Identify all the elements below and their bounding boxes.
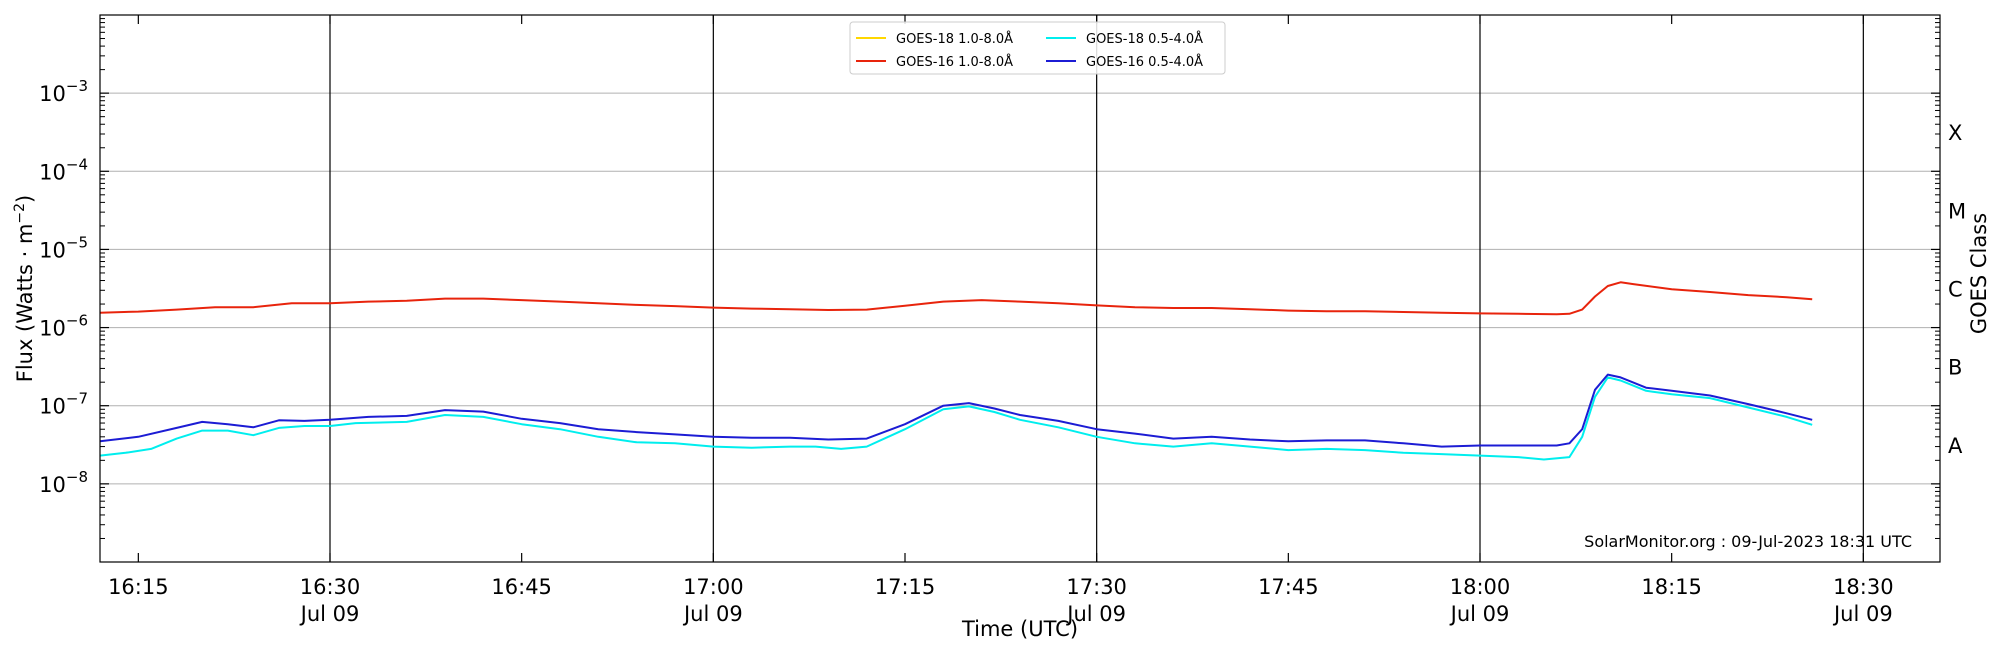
plot-frame bbox=[99, 14, 1941, 563]
legend: GOES-18 1.0-8.0Å GOES-16 1.0-8.0Å GOES-18 … bbox=[849, 21, 1226, 75]
x-tick-date-label: Jul 09 bbox=[1065, 602, 1126, 626]
source-annotation: SolarMonitor.org : 09-Jul-2023 18:31 UTC bbox=[1584, 532, 1912, 551]
series-line-1 bbox=[99, 281, 1813, 316]
x-tick-label: 17:45 bbox=[1258, 575, 1319, 599]
goes-class-label: C bbox=[1948, 278, 1963, 302]
goes-class-label: X bbox=[1948, 121, 1962, 145]
x-tick-label: 17:15 bbox=[875, 575, 936, 599]
legend-label: GOES-18 1.0-8.0Å bbox=[896, 31, 1013, 47]
x-tick-label: 16:15 bbox=[108, 575, 169, 599]
series-line-3 bbox=[99, 373, 1813, 448]
y-tick-label: 10−4 bbox=[39, 155, 88, 184]
y-tick-label: 10−8 bbox=[39, 468, 88, 497]
legend-box bbox=[849, 21, 1226, 75]
x-tick-label: 16:30 bbox=[300, 575, 361, 599]
series-lines bbox=[99, 281, 1813, 461]
goes-class-label: M bbox=[1948, 199, 1966, 223]
legend-label: GOES-16 1.0-8.0Å bbox=[896, 54, 1013, 70]
y-tick-label: 10−3 bbox=[39, 77, 88, 106]
goes-class-label: B bbox=[1948, 356, 1962, 380]
gridlines bbox=[100, 92, 1940, 485]
x-tick-date-label: Jul 09 bbox=[1449, 602, 1510, 626]
y-axis-title: Flux (Watts · m−2) bbox=[12, 195, 37, 383]
x-tick-date-label: Jul 09 bbox=[682, 602, 743, 626]
x-tick-date-label: Jul 09 bbox=[299, 602, 360, 626]
y-tick-label: 10−7 bbox=[39, 390, 88, 419]
x-tick-label: 18:15 bbox=[1641, 575, 1702, 599]
x-tick-label: 18:00 bbox=[1450, 575, 1511, 599]
y-tick-label: 10−5 bbox=[39, 233, 88, 262]
x-tick-label: 16:45 bbox=[491, 575, 552, 599]
x-axis-ticks: 16:15 16:30 Jul 09 16:45 17:00 Jul 09 17:15 17:… bbox=[108, 15, 1894, 626]
legend-label: GOES-16 0.5-4.0Å bbox=[1086, 54, 1203, 70]
y-axis-title-exponent: −2 bbox=[12, 203, 28, 224]
goes-class-label: A bbox=[1948, 434, 1963, 458]
y-tick-label: 10−6 bbox=[39, 312, 88, 341]
y-axis-ticks: 10−8 10−7 10−6 10−5 10−4 10−3 bbox=[39, 18, 1940, 539]
x-axis-title: Time (UTC) bbox=[961, 617, 1078, 641]
x-tick-label: 18:30 bbox=[1833, 575, 1894, 599]
series-line-2 bbox=[99, 376, 1813, 461]
right-axis-title: GOES Class bbox=[1967, 213, 1991, 334]
x-tick-date-label: Jul 09 bbox=[1832, 602, 1893, 626]
goes-class-labels: A B C M X bbox=[1948, 121, 1966, 458]
x-tick-label: 17:30 bbox=[1066, 575, 1127, 599]
vertical-hour-lines bbox=[329, 15, 1864, 562]
legend-label: GOES-18 0.5-4.0Å bbox=[1086, 31, 1203, 47]
x-tick-label: 17:00 bbox=[683, 575, 744, 599]
